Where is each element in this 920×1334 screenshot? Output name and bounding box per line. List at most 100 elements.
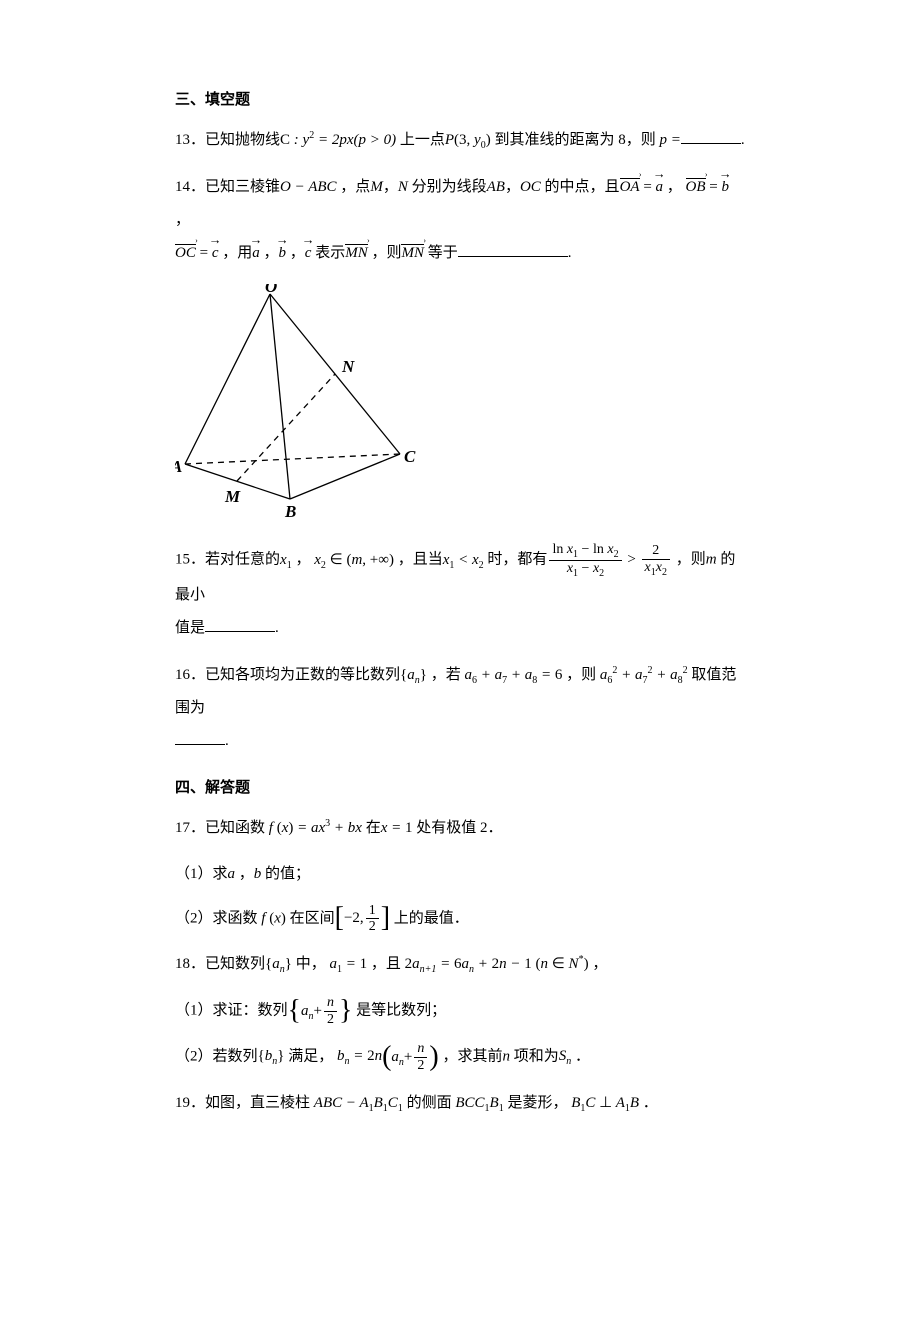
text: 若对任意的 <box>205 552 280 568</box>
problem-14: 14．已知三棱锥O − ABC ，点M，N 分别为线段AB，OC 的中点，且OA… <box>175 171 745 270</box>
text: 的中点，且 <box>545 179 620 195</box>
paren: (an + n2) <box>382 1041 439 1073</box>
text: 在 <box>366 820 381 836</box>
problem-num: 14． <box>175 179 205 195</box>
x1: x1 <box>280 552 292 568</box>
fx: f (x) = ax3 + bx <box>269 820 362 836</box>
label-B: B <box>284 502 296 521</box>
text: 已知三棱锥 <box>205 179 280 195</box>
sub-num: （2） <box>175 1048 213 1064</box>
text: 若数列 <box>213 1048 258 1064</box>
text: 是菱形， <box>507 1095 567 1111</box>
sub-2: （2）求函数 f (x) 在区间[−2, 12] 上的最值． <box>175 903 745 935</box>
problem-num: 13． <box>175 132 205 148</box>
text: 求 <box>213 866 228 882</box>
text: ， <box>295 552 310 568</box>
text: ，点 <box>340 179 370 195</box>
point: P(3, y0) <box>445 132 491 148</box>
text: 求证：数列 <box>213 1003 288 1019</box>
seg: AB <box>487 179 505 195</box>
formula: C : y2 = 2px(p > 0) <box>280 132 396 148</box>
period: . <box>741 132 745 148</box>
vec-a: a <box>656 171 664 204</box>
text: 到其准线的距离为 8，则 <box>494 132 655 148</box>
interval: [−2, 12] <box>335 903 390 935</box>
frac-lhs: ln x1 − ln x2x1 − x2 <box>549 542 621 579</box>
section-4-title: 四、解答题 <box>175 776 745 800</box>
problem-19: 19．如图，直三棱柱 ABC − A1B1C1 的侧面 BCC1B1 是菱形， … <box>175 1087 745 1120</box>
blank <box>175 731 225 745</box>
text: 分别为线段 <box>412 179 487 195</box>
vec-MN: MN› <box>345 237 368 270</box>
text: 表示 <box>315 245 345 261</box>
problem-num: 16． <box>175 667 205 683</box>
vec-b: b <box>279 237 287 270</box>
text: 已知各项均为正数的等比数列 <box>205 667 400 683</box>
a1: a1 = 1 <box>329 956 367 972</box>
text: ，且 <box>371 956 401 972</box>
label-N: N <box>341 357 355 376</box>
x1: x = 1 <box>381 820 413 836</box>
expr: a62 + a72 + a82 <box>600 667 688 683</box>
problem-num: 15． <box>175 552 205 568</box>
text: 中， <box>296 956 326 972</box>
perp: B1C ⊥ A1B <box>571 1095 639 1111</box>
text: 时，都有 <box>487 552 547 568</box>
text: 是等比数列； <box>356 1003 446 1019</box>
label-M: M <box>224 487 241 506</box>
text: ，则 <box>566 667 596 683</box>
gt: > <box>627 552 635 568</box>
text: 处有极值 2． <box>416 820 502 836</box>
problem-18: 18．已知数列{an} 中， a1 = 1 ，且 2an+1 = 6an + 2… <box>175 948 745 1073</box>
text: ，用 <box>222 245 252 261</box>
seg: OC <box>520 179 541 195</box>
tetrahedron: O − ABC <box>280 179 337 195</box>
sub-1: （1）求a ，b 的值； <box>175 859 745 889</box>
x2-domain: x2 ∈ (m, +∞) <box>314 552 394 568</box>
text: ， <box>592 956 607 972</box>
recurrence: 2an+1 = 6an + 2n − 1 (n ∈ N*) <box>405 956 589 972</box>
brace-seq: {an + n2} <box>288 995 353 1027</box>
blank <box>205 618 275 632</box>
text: 的值； <box>265 866 310 882</box>
text: ，求其前 <box>442 1048 502 1064</box>
vec-a: a <box>252 237 260 270</box>
label-A: A <box>175 457 182 476</box>
m: m <box>706 552 717 568</box>
vec-c: c <box>212 237 219 270</box>
vec-c: c <box>305 237 312 270</box>
cond: x1 < x2 <box>443 552 484 568</box>
text: ，且当 <box>398 552 443 568</box>
text: 已知数列 <box>205 956 265 972</box>
text: ， <box>505 179 520 195</box>
prism: ABC − A1B1C1 <box>314 1095 403 1111</box>
text: 在区间 <box>290 910 335 926</box>
text: 项和为 <box>514 1048 559 1064</box>
sub-2: （2）若数列{bn} 满足， bn = 2n(an + n2) ，求其前n 项和… <box>175 1041 745 1073</box>
problem-17: 17．已知函数 f (x) = ax3 + bx 在x = 1 处有极值 2． … <box>175 812 745 935</box>
text: 如图，直三棱柱 <box>205 1095 310 1111</box>
vec-OC: OC› <box>175 237 196 270</box>
face: BCC1B1 <box>455 1095 503 1111</box>
problem-15: 15．若对任意的x1 ， x2 ∈ (m, +∞) ，且当x1 < x2 时，都… <box>175 542 745 645</box>
cond: a6 + a7 + a8 = 6 <box>464 667 562 683</box>
text: 已知抛物线 <box>205 132 280 148</box>
vec-OA: OA› <box>620 171 640 204</box>
text: 求函数 <box>213 910 258 926</box>
b: b <box>254 866 262 882</box>
n: n <box>502 1048 510 1064</box>
text: 已知函数 <box>205 820 265 836</box>
vec-OB: OB› <box>686 171 706 204</box>
seq: {an} <box>400 667 427 683</box>
period: ． <box>643 1095 658 1111</box>
text: ，则 <box>371 245 401 261</box>
sub-num: （1） <box>175 866 213 882</box>
fx: f (x) <box>261 910 286 926</box>
period: . <box>225 733 229 749</box>
text: ，若 <box>431 667 461 683</box>
sub-num: （1） <box>175 1003 213 1019</box>
var-p: p = <box>659 132 680 148</box>
text: 满足， <box>288 1048 333 1064</box>
frac-rhs: 2x1x2 <box>642 543 670 577</box>
problem-num: 19． <box>175 1095 205 1111</box>
